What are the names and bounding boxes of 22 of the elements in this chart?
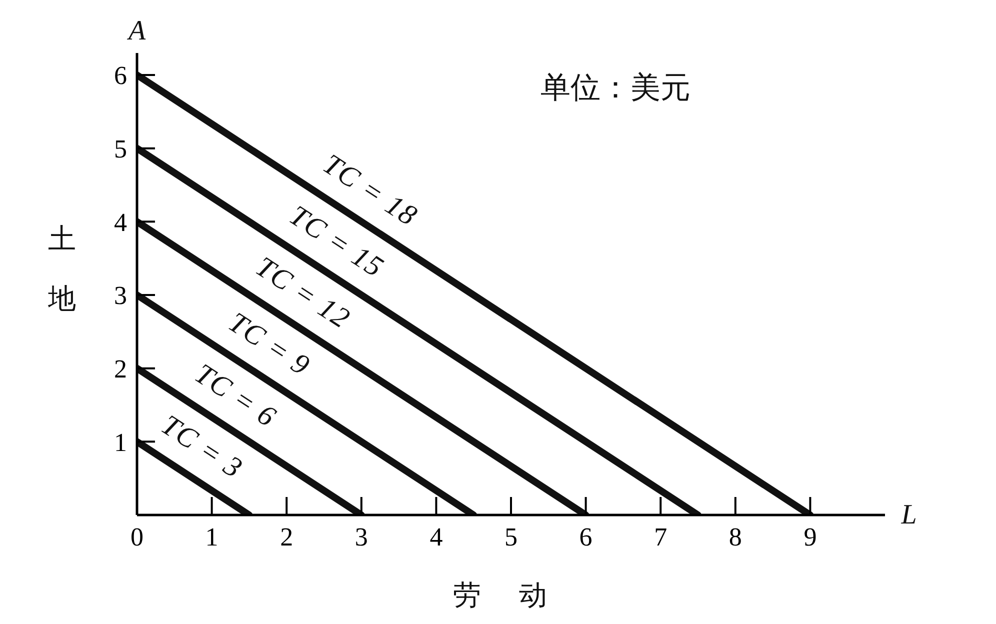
y-tick-label: 2 (114, 354, 127, 384)
text: L (900, 500, 917, 530)
y-tick-label: 5 (114, 134, 127, 164)
x-tick-label: 2 (280, 522, 294, 552)
text: A (126, 16, 146, 46)
y-tick-label: 3 (114, 281, 127, 310)
y-tick-label: 1 (114, 428, 127, 457)
x-tick-label: 9 (804, 522, 817, 552)
text: TC = 3 (155, 408, 248, 486)
y-axis-title: 土地 (48, 223, 76, 317)
x-tick-label: 3 (354, 522, 368, 552)
x-tick-label: 1 (205, 522, 218, 552)
annotation: 单位：美元 (540, 72, 691, 104)
y-tick-label: 6 (114, 61, 127, 90)
x-tick-label: 7 (654, 522, 668, 552)
x-axis-title: 劳动 (453, 580, 547, 612)
x-tick-label: 6 (579, 522, 592, 552)
x-tick-label: 8 (728, 522, 742, 552)
y-tick-label: 4 (114, 208, 127, 237)
x-tick-label: 4 (430, 522, 443, 552)
x-tick-label: 5 (504, 522, 518, 552)
x-tick-label: 0 (130, 522, 144, 552)
